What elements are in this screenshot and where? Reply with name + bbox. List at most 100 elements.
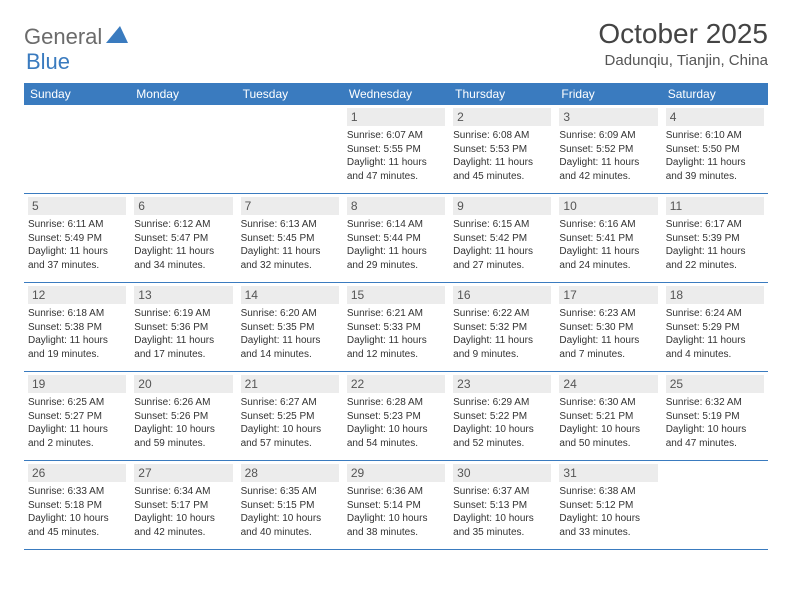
day-number: 6 — [134, 197, 232, 215]
day-info: Sunrise: 6:18 AMSunset: 5:38 PMDaylight:… — [28, 307, 126, 361]
day-info: Sunrise: 6:20 AMSunset: 5:35 PMDaylight:… — [241, 307, 339, 361]
day-number: 26 — [28, 464, 126, 482]
weekday-cell: Thursday — [449, 83, 555, 105]
day-number: 23 — [453, 375, 551, 393]
day-info: Sunrise: 6:32 AMSunset: 5:19 PMDaylight:… — [666, 396, 764, 450]
day-number: 25 — [666, 375, 764, 393]
day-number: 24 — [559, 375, 657, 393]
day-info: Sunrise: 6:26 AMSunset: 5:26 PMDaylight:… — [134, 396, 232, 450]
day-info: Sunrise: 6:11 AMSunset: 5:49 PMDaylight:… — [28, 218, 126, 272]
day-number: 22 — [347, 375, 445, 393]
day-info: Sunrise: 6:19 AMSunset: 5:36 PMDaylight:… — [134, 307, 232, 361]
day-cell: 13 Sunrise: 6:19 AMSunset: 5:36 PMDayligh… — [130, 283, 236, 371]
weekday-cell: Sunday — [24, 83, 130, 105]
month-title: October 2025 — [598, 18, 768, 50]
day-number: 27 — [134, 464, 232, 482]
day-cell: 7 Sunrise: 6:13 AMSunset: 5:45 PMDaylight… — [237, 194, 343, 282]
day-info: Sunrise: 6:36 AMSunset: 5:14 PMDaylight:… — [347, 485, 445, 539]
day-number: 15 — [347, 286, 445, 304]
day-number: 4 — [666, 108, 764, 126]
day-info: Sunrise: 6:15 AMSunset: 5:42 PMDaylight:… — [453, 218, 551, 272]
day-cell: 1 Sunrise: 6:07 AMSunset: 5:55 PMDaylight… — [343, 105, 449, 193]
day-cell: 17 Sunrise: 6:23 AMSunset: 5:30 PMDayligh… — [555, 283, 661, 371]
day-info: Sunrise: 6:21 AMSunset: 5:33 PMDaylight:… — [347, 307, 445, 361]
weekday-header-row: SundayMondayTuesdayWednesdayThursdayFrid… — [24, 83, 768, 105]
day-info: Sunrise: 6:30 AMSunset: 5:21 PMDaylight:… — [559, 396, 657, 450]
day-cell: 2 Sunrise: 6:08 AMSunset: 5:53 PMDaylight… — [449, 105, 555, 193]
day-number: 29 — [347, 464, 445, 482]
day-number: 19 — [28, 375, 126, 393]
day-cell: 14 Sunrise: 6:20 AMSunset: 5:35 PMDayligh… — [237, 283, 343, 371]
day-number: 31 — [559, 464, 657, 482]
day-cell: 26Sunrise: 6:33 AMSunset: 5:18 PMDayligh… — [24, 461, 130, 549]
calendar: SundayMondayTuesdayWednesdayThursdayFrid… — [24, 83, 768, 550]
day-info: Sunrise: 6:34 AMSunset: 5:17 PMDaylight:… — [134, 485, 232, 539]
day-number: 17 — [559, 286, 657, 304]
day-info: Sunrise: 6:35 AMSunset: 5:15 PMDaylight:… — [241, 485, 339, 539]
logo-text-blue: Blue — [26, 49, 70, 74]
day-info: Sunrise: 6:29 AMSunset: 5:22 PMDaylight:… — [453, 396, 551, 450]
day-number: 30 — [453, 464, 551, 482]
day-cell: 16Sunrise: 6:22 AMSunset: 5:32 PMDayligh… — [449, 283, 555, 371]
day-cell: 20 Sunrise: 6:26 AMSunset: 5:26 PMDayligh… — [130, 372, 236, 460]
day-number: 28 — [241, 464, 339, 482]
day-cell: 21 Sunrise: 6:27 AMSunset: 5:25 PMDayligh… — [237, 372, 343, 460]
day-info: Sunrise: 6:23 AMSunset: 5:30 PMDaylight:… — [559, 307, 657, 361]
weekday-cell: Monday — [130, 83, 236, 105]
day-cell: 5Sunrise: 6:11 AMSunset: 5:49 PMDaylight… — [24, 194, 130, 282]
day-cell: 8 Sunrise: 6:14 AMSunset: 5:44 PMDaylight… — [343, 194, 449, 282]
week-row: 12Sunrise: 6:18 AMSunset: 5:38 PMDayligh… — [24, 283, 768, 372]
logo: General — [24, 24, 130, 50]
day-cell: 24 Sunrise: 6:30 AMSunset: 5:21 PMDayligh… — [555, 372, 661, 460]
day-info: Sunrise: 6:09 AMSunset: 5:52 PMDaylight:… — [559, 129, 657, 183]
day-cell: 25 Sunrise: 6:32 AMSunset: 5:19 PMDayligh… — [662, 372, 768, 460]
weeks-container: 1 Sunrise: 6:07 AMSunset: 5:55 PMDaylight… — [24, 105, 768, 550]
day-cell: 19 Sunrise: 6:25 AMSunset: 5:27 PMDayligh… — [24, 372, 130, 460]
day-cell: 27 Sunrise: 6:34 AMSunset: 5:17 PMDayligh… — [130, 461, 236, 549]
day-cell: 10Sunrise: 6:16 AMSunset: 5:41 PMDayligh… — [555, 194, 661, 282]
day-cell: 3 Sunrise: 6:09 AMSunset: 5:52 PMDaylight… — [555, 105, 661, 193]
day-cell: 29 Sunrise: 6:36 AMSunset: 5:14 PMDayligh… — [343, 461, 449, 549]
day-number: 1 — [347, 108, 445, 126]
empty-day-cell — [130, 105, 236, 193]
day-number: 21 — [241, 375, 339, 393]
weekday-cell: Saturday — [662, 83, 768, 105]
day-number: 2 — [453, 108, 551, 126]
location-text: Dadunqiu, Tianjin, China — [598, 52, 768, 69]
empty-day-cell — [237, 105, 343, 193]
day-cell: 4 Sunrise: 6:10 AMSunset: 5:50 PMDaylight… — [662, 105, 768, 193]
day-number: 11 — [666, 197, 764, 215]
day-number: 16 — [453, 286, 551, 304]
logo-triangle-icon — [106, 26, 128, 49]
weekday-cell: Friday — [555, 83, 661, 105]
day-number: 9 — [453, 197, 551, 215]
day-info: Sunrise: 6:27 AMSunset: 5:25 PMDaylight:… — [241, 396, 339, 450]
day-cell: 18Sunrise: 6:24 AMSunset: 5:29 PMDayligh… — [662, 283, 768, 371]
day-info: Sunrise: 6:07 AMSunset: 5:55 PMDaylight:… — [347, 129, 445, 183]
day-info: Sunrise: 6:13 AMSunset: 5:45 PMDaylight:… — [241, 218, 339, 272]
day-info: Sunrise: 6:14 AMSunset: 5:44 PMDaylight:… — [347, 218, 445, 272]
logo-text-general: General — [24, 24, 102, 50]
week-row: 1 Sunrise: 6:07 AMSunset: 5:55 PMDaylight… — [24, 105, 768, 194]
day-info: Sunrise: 6:37 AMSunset: 5:13 PMDaylight:… — [453, 485, 551, 539]
day-number: 13 — [134, 286, 232, 304]
day-info: Sunrise: 6:28 AMSunset: 5:23 PMDaylight:… — [347, 396, 445, 450]
day-number: 10 — [559, 197, 657, 215]
day-number: 20 — [134, 375, 232, 393]
day-info: Sunrise: 6:10 AMSunset: 5:50 PMDaylight:… — [666, 129, 764, 183]
week-row: 26Sunrise: 6:33 AMSunset: 5:18 PMDayligh… — [24, 461, 768, 550]
day-info: Sunrise: 6:12 AMSunset: 5:47 PMDaylight:… — [134, 218, 232, 272]
day-number: 7 — [241, 197, 339, 215]
weekday-cell: Tuesday — [237, 83, 343, 105]
day-info: Sunrise: 6:17 AMSunset: 5:39 PMDaylight:… — [666, 218, 764, 272]
day-info: Sunrise: 6:25 AMSunset: 5:27 PMDaylight:… — [28, 396, 126, 450]
week-row: 19 Sunrise: 6:25 AMSunset: 5:27 PMDayligh… — [24, 372, 768, 461]
day-info: Sunrise: 6:08 AMSunset: 5:53 PMDaylight:… — [453, 129, 551, 183]
day-number: 3 — [559, 108, 657, 126]
day-number: 14 — [241, 286, 339, 304]
day-number: 8 — [347, 197, 445, 215]
day-cell: 30 Sunrise: 6:37 AMSunset: 5:13 PMDayligh… — [449, 461, 555, 549]
day-cell: 9 Sunrise: 6:15 AMSunset: 5:42 PMDaylight… — [449, 194, 555, 282]
day-info: Sunrise: 6:38 AMSunset: 5:12 PMDaylight:… — [559, 485, 657, 539]
day-cell: 15 Sunrise: 6:21 AMSunset: 5:33 PMDayligh… — [343, 283, 449, 371]
